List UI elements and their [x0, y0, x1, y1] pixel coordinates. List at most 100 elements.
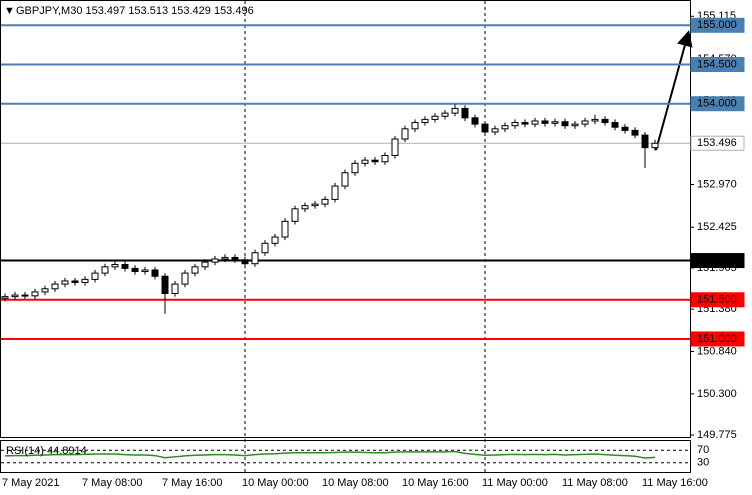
candle-body	[421, 118, 429, 124]
level-label: 154.500	[697, 58, 737, 70]
candle-body	[631, 129, 639, 136]
menu-triangle: ▼	[4, 5, 15, 17]
y-tick-label: 150.300	[697, 388, 737, 400]
rsi-label: RSI(14) 44.8914	[6, 445, 87, 457]
y-tick-label: 149.775	[697, 429, 737, 441]
candle-body	[411, 122, 419, 130]
level-label: 153.496	[697, 137, 737, 149]
candle-body	[11, 294, 19, 298]
rsi-tick-label: 30	[697, 457, 709, 469]
candle-body	[511, 122, 519, 127]
rsi-line	[4, 450, 656, 459]
level-box	[690, 57, 745, 73]
candle-body	[471, 117, 479, 125]
candle-body	[91, 272, 99, 280]
candle-body	[331, 185, 339, 200]
candle-body	[21, 294, 29, 297]
chart-title: GBPJPY,M30 153.497 153.513 153.429 153.4…	[16, 5, 254, 17]
candle-body	[641, 134, 649, 149]
level-label: 152.000	[697, 254, 737, 266]
level-box	[690, 292, 745, 308]
x-tick-label: 11 May 08:00	[562, 477, 628, 489]
candle-body	[551, 121, 559, 124]
level-label: 154.000	[697, 98, 737, 110]
candle-body	[321, 198, 329, 205]
y-tick-label: 152.970	[697, 178, 737, 190]
candle-body	[361, 159, 369, 164]
candle-body	[291, 208, 299, 222]
x-tick-label: 11 May 16:00	[642, 477, 708, 489]
level-label: 151.000	[697, 333, 737, 345]
rsi-tick-label: 70	[697, 444, 709, 456]
candle-body	[231, 256, 239, 261]
candle-body	[401, 128, 409, 140]
candle-body	[531, 120, 539, 125]
candle-body	[491, 128, 499, 133]
candle-body	[121, 263, 129, 269]
candle-body	[81, 278, 89, 284]
candle-body	[151, 269, 159, 277]
x-tick-label: 7 May 16:00	[162, 477, 223, 489]
rsi-panel	[0, 440, 691, 473]
candle-body	[581, 120, 589, 125]
x-tick-label: 7 May 08:00	[82, 477, 143, 489]
x-tick-label: 11 May 00:00	[482, 477, 548, 489]
candle-body	[51, 283, 59, 290]
candle-body	[41, 288, 49, 293]
candle-body	[261, 242, 269, 254]
candle-body	[1, 296, 9, 299]
level-label: 151.500	[697, 294, 737, 306]
candle-body	[181, 272, 189, 285]
candle-body	[431, 115, 439, 120]
level-box	[690, 253, 745, 269]
arrow	[655, 30, 693, 151]
candle-body	[561, 121, 569, 127]
y-tick-label: 152.425	[697, 221, 737, 233]
candle-body	[211, 258, 219, 263]
candle-body	[161, 275, 169, 294]
candle-body	[311, 203, 319, 207]
candle-body	[271, 236, 279, 244]
candle-body	[541, 120, 549, 124]
level-box	[690, 135, 745, 151]
level-box	[690, 96, 745, 112]
level-box	[690, 331, 745, 347]
candle-body	[461, 107, 469, 119]
candle-body	[611, 122, 619, 128]
candle-body	[191, 266, 199, 274]
candle-body	[141, 269, 149, 273]
level-box	[690, 17, 745, 33]
candle-body	[381, 154, 389, 163]
candle-body	[341, 172, 349, 187]
candle-body	[171, 283, 179, 294]
x-tick-label: 10 May 08:00	[322, 477, 389, 489]
candle-body	[111, 263, 119, 268]
x-tick-label: 10 May 00:00	[242, 477, 309, 489]
candle-body	[281, 220, 289, 238]
candle-body	[481, 123, 489, 133]
candle-body	[351, 162, 359, 174]
candle-body	[591, 118, 599, 122]
candle-body	[501, 125, 509, 130]
candle-body	[201, 261, 209, 268]
candle-body	[221, 256, 229, 260]
candle-body	[241, 259, 249, 265]
price-panel	[0, 0, 691, 438]
candle-body	[391, 138, 399, 156]
candle-body	[31, 291, 39, 297]
candle-body	[61, 280, 69, 285]
level-label: 155.000	[697, 19, 737, 31]
candle-body	[441, 112, 449, 117]
candle-body	[131, 267, 139, 273]
candle-body	[571, 123, 579, 127]
candle-body	[521, 122, 529, 125]
x-tick-label: 10 May 16:00	[402, 477, 469, 489]
candle-body	[651, 142, 659, 149]
candle-body	[451, 107, 459, 114]
candle-body	[251, 252, 259, 265]
y-tick-label: 150.840	[697, 345, 737, 357]
candle-body	[601, 118, 609, 124]
candle-body	[301, 205, 309, 210]
candle-body	[621, 126, 629, 131]
